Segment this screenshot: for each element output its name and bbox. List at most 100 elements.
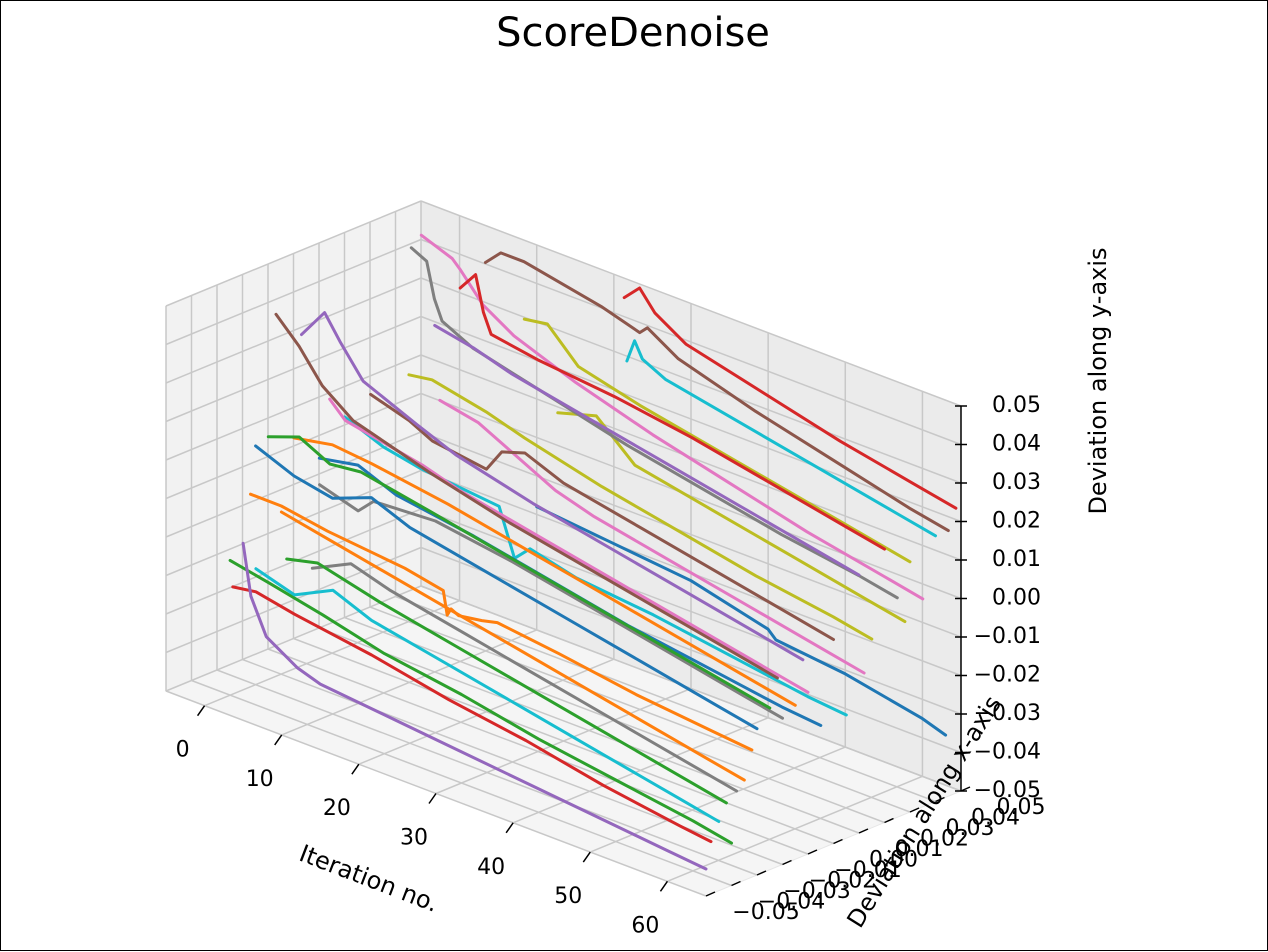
grid-line-z-left [165, 508, 422, 615]
grid-line-z-back [420, 585, 962, 792]
grid-line-z-left [165, 200, 422, 307]
grid-line-z-back [420, 200, 962, 407]
grid-line-z-left [165, 277, 422, 384]
series-line-16 [369, 392, 835, 641]
z-axis-label: Deviation along y-axis [1084, 247, 1112, 514]
y-tick-mark [807, 849, 818, 855]
z-tick-label: −0.03 [974, 701, 1041, 726]
tick-labels: 0102030405060−0.05−0.04−0.03−0.02−0.010.… [176, 393, 1046, 938]
grid-line-y-floor [369, 606, 911, 813]
series-line-27 [438, 398, 866, 675]
x-tick-label: 50 [554, 884, 582, 909]
grid-line-z-left [165, 315, 422, 423]
x-tick-mark [659, 880, 669, 892]
grid-line-y-floor [318, 627, 860, 834]
x-tick-label: 0 [176, 738, 190, 763]
grid-line-z-left [165, 585, 422, 692]
grid-line-y-floor [293, 637, 834, 845]
y-tick-label: 0.05 [997, 795, 1046, 820]
y-tick-mark [833, 838, 843, 845]
grid-line-z-back [420, 315, 962, 523]
series-line-18 [318, 483, 784, 720]
series-line-24 [622, 286, 958, 510]
grid-line-y-floor [191, 679, 732, 887]
grid-line-z-left [165, 238, 422, 346]
y-tick-label: 0.00 [869, 848, 918, 873]
series-line-4 [231, 585, 713, 844]
z-tick-label: 0.02 [992, 509, 1041, 534]
y-tick-label: 0.01 [895, 837, 944, 862]
series-line-20 [625, 339, 937, 538]
series-line-28 [310, 562, 739, 793]
series-line-7 [419, 233, 925, 601]
series-line-10 [343, 415, 848, 717]
grid-line-z-left [165, 546, 422, 654]
y-tick-mark [756, 870, 767, 876]
grid-line-y-floor [242, 658, 783, 866]
grid-line-z-left [165, 431, 422, 538]
y-tick-label: −0.04 [758, 890, 825, 915]
series-line-30 [254, 567, 721, 823]
x-tick-label: 20 [323, 796, 351, 821]
y-tick-label: 0.03 [946, 816, 995, 841]
z-tick-label: −0.02 [974, 663, 1041, 688]
x-tick-mark [505, 822, 514, 834]
series-line-12 [292, 436, 797, 707]
series-line-9 [407, 373, 874, 641]
y-tick-mark [909, 807, 920, 813]
z-tick-label: 0.05 [992, 393, 1041, 418]
series-line-15 [433, 323, 861, 577]
x-tick-mark [351, 763, 360, 775]
x-tick-mark [582, 851, 591, 863]
axes-panes [164, 200, 963, 897]
z-tick-label: 0.00 [992, 586, 1041, 611]
y-tick-label: 0.04 [971, 806, 1020, 831]
grid-line-z-left [165, 392, 422, 500]
y-tick-mark [782, 859, 792, 866]
z-tick-label: −0.04 [974, 740, 1041, 765]
chart-title: ScoreDenoise [496, 10, 770, 56]
grid-line-y-floor [216, 669, 758, 876]
z-tick-label: 0.04 [992, 432, 1041, 457]
series-line-3 [228, 558, 733, 845]
x-tick-label: 30 [400, 826, 428, 851]
x-tick-mark [196, 705, 206, 717]
y-tick-label: −0.05 [732, 900, 799, 925]
x-tick-label: 40 [477, 855, 505, 880]
z-tick-label: 0.01 [992, 547, 1041, 572]
x-tick-label: 60 [631, 913, 659, 938]
x-axis-label: Iteration no. [295, 839, 442, 918]
series-line-26 [274, 312, 779, 680]
series-line-25 [300, 311, 805, 662]
z-tick-label: 0.03 [992, 470, 1041, 495]
series-line-5 [241, 541, 708, 871]
grid-line-z-left [165, 469, 422, 577]
y-tick-label: −0.02 [809, 869, 876, 894]
series-line-13 [266, 435, 772, 710]
x-tick-label: 10 [246, 767, 274, 792]
series-line-22 [279, 510, 746, 782]
z-tick-label: −0.01 [974, 624, 1041, 649]
y-tick-mark [884, 817, 894, 824]
y-tick-mark [858, 828, 869, 834]
y-tick-label: 0.02 [920, 827, 969, 852]
x-tick-mark [428, 793, 437, 804]
y-tick-label: −0.03 [783, 879, 850, 904]
y-tick-mark [731, 880, 741, 887]
series-line-17 [328, 397, 810, 694]
series-line-29 [556, 411, 907, 624]
series-line-1 [535, 505, 948, 737]
y-tick-label: −0.01 [834, 858, 901, 883]
y-tick-mark [705, 891, 716, 897]
series-line-6 [483, 251, 950, 533]
series-line-23 [285, 557, 728, 805]
z-tick-label: −0.05 [974, 778, 1041, 803]
series-layer [228, 233, 958, 871]
series-line-14 [458, 273, 886, 551]
grid-line-z-back [420, 238, 962, 446]
series-line-21 [254, 444, 759, 731]
grid-line-z-left [165, 354, 422, 461]
tick-marks [196, 405, 971, 897]
